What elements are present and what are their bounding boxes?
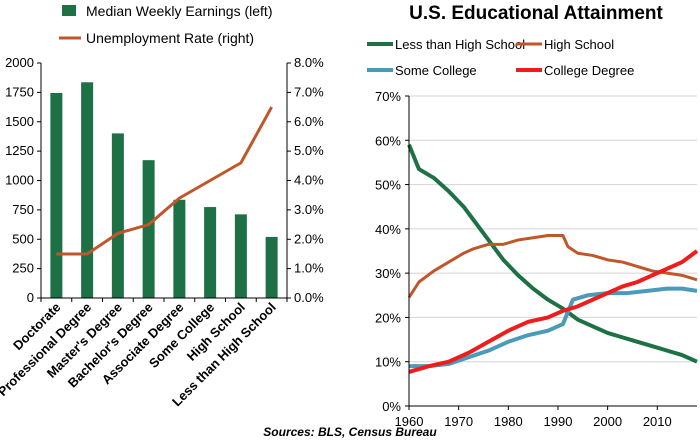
left-y-tick-label: 2000 [5, 55, 34, 70]
earnings-bar-some-college [204, 207, 217, 298]
left-y-tick-label: 500 [12, 231, 34, 246]
earnings-bar-professional-degree [81, 82, 94, 299]
right-y-tick-label: 4.0% [294, 173, 324, 188]
left-y-tick-label: 0 [27, 290, 34, 305]
series-line-high-school [407, 234, 698, 299]
right-y-tick-label: 2.0% [294, 231, 324, 246]
left-chart-legend: Median Weekly Earnings (left) Unemployme… [59, 3, 272, 46]
legend-label-high-school: High School [544, 37, 614, 52]
earnings-bar-associate-degree [173, 199, 186, 298]
chart-title: U.S. Educational Attainment [409, 3, 663, 24]
source-note: Sources: BLS, Census Bureau [263, 425, 437, 439]
legend-label-earnings: Median Weekly Earnings (left) [86, 3, 272, 19]
y-tick-label: 30% [375, 266, 401, 281]
x-tick-label: 2010 [643, 414, 672, 429]
right-y-tick-label: 5.0% [294, 143, 324, 158]
right-y-tick-label: 6.0% [294, 114, 324, 129]
series-line-college-degree [408, 249, 699, 374]
y-tick-label: 40% [375, 222, 401, 237]
unemployment-line [56, 106, 273, 256]
legend-label-unemployment: Unemployment Rate (right) [86, 30, 254, 46]
series-line-some-college [409, 286, 698, 369]
x-tick-label: 1980 [494, 414, 523, 429]
right-y-tick-label: 0.0% [294, 290, 324, 305]
legend-label-some-college: Some College [395, 63, 477, 78]
left-y-tick-label: 750 [12, 202, 34, 217]
y-tick-label: 0% [382, 399, 401, 414]
educational-attainment-chart: U.S. Educational Attainment Less than Hi… [367, 3, 699, 429]
legend-swatch-earnings [62, 5, 76, 16]
right-chart-legend: Less than High School High School Some Col… [367, 37, 634, 78]
earnings-bar-less-than-high-school [265, 236, 278, 298]
earnings-unemployment-chart: Median Weekly Earnings (left) Unemployme… [0, 3, 324, 409]
earnings-bar-master-s-degree [111, 133, 124, 298]
x-tick-label: 1970 [444, 414, 473, 429]
right-y-tick-label: 3.0% [294, 202, 324, 217]
right-y-tick-label: 7.0% [294, 84, 324, 99]
x-tick-label: 1990 [544, 414, 573, 429]
right-y-tick-label: 8.0% [294, 55, 324, 70]
left-y-tick-label: 1000 [5, 173, 34, 188]
left-y-tick-label: 1500 [5, 114, 34, 129]
x-tick-label: 1960 [395, 414, 424, 429]
y-tick-label: 70% [375, 89, 401, 104]
legend-label-college-degree: College Degree [544, 63, 634, 78]
earnings-bar-bachelor-s-degree [142, 160, 155, 298]
earnings-bar-high-school [234, 214, 247, 298]
earnings-bar-doctorate [50, 92, 63, 299]
left-y-tick-label: 1250 [5, 143, 34, 158]
left-y-tick-label: 1750 [5, 84, 34, 99]
right-y-tick-label: 1.0% [294, 261, 324, 276]
x-tick-label: 2000 [593, 414, 622, 429]
y-tick-label: 60% [375, 133, 401, 148]
series-line-less-than-high-school [407, 143, 698, 364]
y-tick-label: 20% [375, 310, 401, 325]
y-tick-label: 50% [375, 178, 401, 193]
legend-label-less-than-high-school: Less than High School [395, 37, 525, 52]
y-tick-label: 10% [375, 355, 401, 370]
left-y-tick-label: 250 [12, 261, 34, 276]
